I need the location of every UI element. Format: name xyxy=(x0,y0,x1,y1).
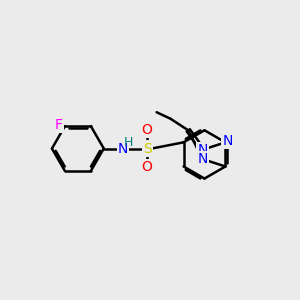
Text: O: O xyxy=(142,160,152,174)
Text: F: F xyxy=(54,118,62,132)
Text: N: N xyxy=(223,134,233,148)
Text: N: N xyxy=(197,143,208,157)
Text: N: N xyxy=(197,152,208,166)
Text: N: N xyxy=(118,142,128,155)
Text: H: H xyxy=(124,136,133,148)
Text: O: O xyxy=(142,123,152,137)
Text: S: S xyxy=(143,142,152,155)
